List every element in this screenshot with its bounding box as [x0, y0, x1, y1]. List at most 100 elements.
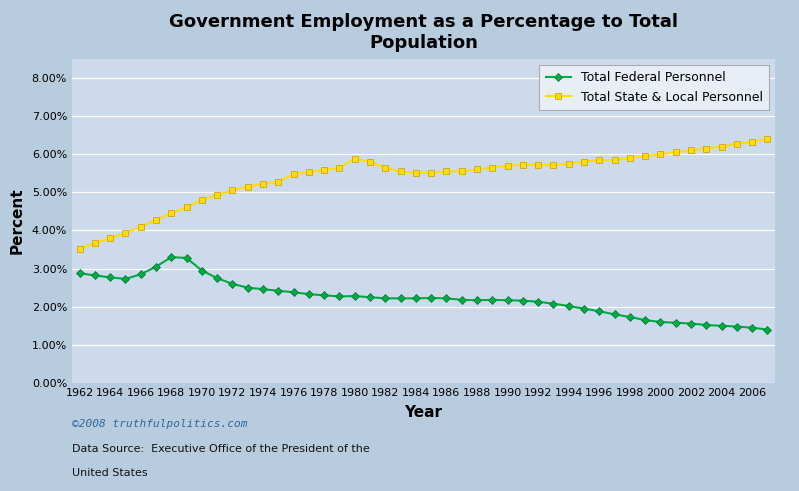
Total State & Local Personnel [564, 161, 574, 167]
Total Federal Personnel [411, 296, 420, 301]
Total Federal Personnel [75, 270, 85, 276]
Total State & Local Personnel [702, 145, 711, 151]
Total State & Local Personnel [213, 192, 222, 198]
Total Federal Personnel [457, 297, 467, 303]
Total State & Local Personnel [549, 162, 559, 168]
Text: Data Source:  Executive Office of the President of the: Data Source: Executive Office of the Pre… [72, 444, 370, 454]
Total Federal Personnel [320, 292, 329, 298]
Total Federal Personnel [335, 294, 344, 300]
Total State & Local Personnel [365, 159, 375, 165]
Total State & Local Personnel [380, 164, 390, 170]
Total State & Local Personnel [411, 169, 420, 175]
Total State & Local Personnel [105, 235, 115, 241]
Total Federal Personnel [549, 300, 559, 306]
X-axis label: Year: Year [404, 405, 443, 420]
Total Federal Personnel [594, 308, 604, 314]
Total Federal Personnel [258, 286, 268, 292]
Legend: Total Federal Personnel, Total State & Local Personnel: Total Federal Personnel, Total State & L… [539, 65, 769, 110]
Total Federal Personnel [472, 298, 482, 303]
Total State & Local Personnel [625, 155, 634, 161]
Total Federal Personnel [640, 317, 650, 323]
Total State & Local Personnel [197, 197, 207, 203]
Total State & Local Personnel [243, 184, 252, 190]
Total Federal Personnel [90, 273, 100, 278]
Total State & Local Personnel [747, 139, 757, 145]
Total State & Local Personnel [656, 151, 666, 157]
Total Federal Personnel [427, 295, 436, 301]
Total State & Local Personnel [181, 204, 191, 210]
Total Federal Personnel [762, 327, 772, 332]
Y-axis label: Percent: Percent [10, 188, 25, 254]
Total Federal Personnel [105, 274, 115, 280]
Total State & Local Personnel [442, 168, 451, 174]
Total State & Local Personnel [579, 159, 589, 165]
Total State & Local Personnel [304, 169, 314, 175]
Total State & Local Personnel [518, 162, 527, 168]
Text: United States: United States [72, 468, 148, 478]
Total State & Local Personnel [762, 136, 772, 142]
Total Federal Personnel [671, 320, 681, 326]
Text: ©2008 truthfulpolitics.com: ©2008 truthfulpolitics.com [72, 419, 248, 429]
Total State & Local Personnel [121, 230, 130, 236]
Line: Total State & Local Personnel: Total State & Local Personnel [76, 136, 771, 252]
Total Federal Personnel [136, 272, 145, 277]
Total Federal Personnel [442, 296, 451, 301]
Total Federal Personnel [656, 319, 666, 325]
Total Federal Personnel [380, 296, 390, 301]
Total State & Local Personnel [396, 168, 405, 174]
Total Federal Personnel [579, 306, 589, 312]
Total Federal Personnel [610, 311, 619, 317]
Total Federal Personnel [288, 289, 298, 295]
Total State & Local Personnel [350, 156, 360, 162]
Total Federal Personnel [197, 268, 207, 273]
Total State & Local Personnel [686, 147, 696, 153]
Total Federal Personnel [487, 297, 497, 303]
Line: Total Federal Personnel: Total Federal Personnel [77, 254, 770, 332]
Total State & Local Personnel [75, 246, 85, 252]
Total Federal Personnel [350, 293, 360, 299]
Total State & Local Personnel [610, 157, 619, 163]
Total Federal Personnel [228, 281, 237, 287]
Total Federal Personnel [518, 298, 527, 303]
Total State & Local Personnel [273, 179, 283, 185]
Total State & Local Personnel [427, 169, 436, 175]
Total State & Local Personnel [732, 140, 741, 146]
Total State & Local Personnel [671, 149, 681, 155]
Total Federal Personnel [533, 299, 543, 305]
Total Federal Personnel [732, 324, 741, 329]
Total State & Local Personnel [335, 164, 344, 170]
Total State & Local Personnel [457, 168, 467, 174]
Total Federal Personnel [304, 291, 314, 297]
Total Federal Personnel [181, 255, 191, 261]
Total State & Local Personnel [151, 217, 161, 223]
Total State & Local Personnel [472, 166, 482, 172]
Total Federal Personnel [121, 276, 130, 282]
Title: Government Employment as a Percentage to Total
Population: Government Employment as a Percentage to… [169, 13, 678, 52]
Total Federal Personnel [151, 264, 161, 270]
Total State & Local Personnel [166, 210, 176, 216]
Total State & Local Personnel [640, 153, 650, 159]
Total State & Local Personnel [288, 171, 298, 177]
Total Federal Personnel [686, 321, 696, 327]
Total State & Local Personnel [258, 181, 268, 187]
Total Federal Personnel [564, 303, 574, 309]
Total State & Local Personnel [320, 167, 329, 173]
Total Federal Personnel [365, 294, 375, 300]
Total State & Local Personnel [533, 162, 543, 167]
Total Federal Personnel [717, 323, 726, 329]
Total Federal Personnel [166, 254, 176, 260]
Total State & Local Personnel [90, 240, 100, 246]
Total Federal Personnel [503, 298, 512, 303]
Total Federal Personnel [213, 275, 222, 281]
Total Federal Personnel [273, 288, 283, 294]
Total State & Local Personnel [136, 224, 145, 230]
Total State & Local Personnel [228, 188, 237, 193]
Total Federal Personnel [243, 285, 252, 291]
Total State & Local Personnel [717, 144, 726, 150]
Total Federal Personnel [625, 314, 634, 320]
Total State & Local Personnel [594, 157, 604, 163]
Total Federal Personnel [702, 322, 711, 328]
Total State & Local Personnel [503, 163, 512, 168]
Total State & Local Personnel [487, 164, 497, 170]
Total Federal Personnel [396, 296, 405, 301]
